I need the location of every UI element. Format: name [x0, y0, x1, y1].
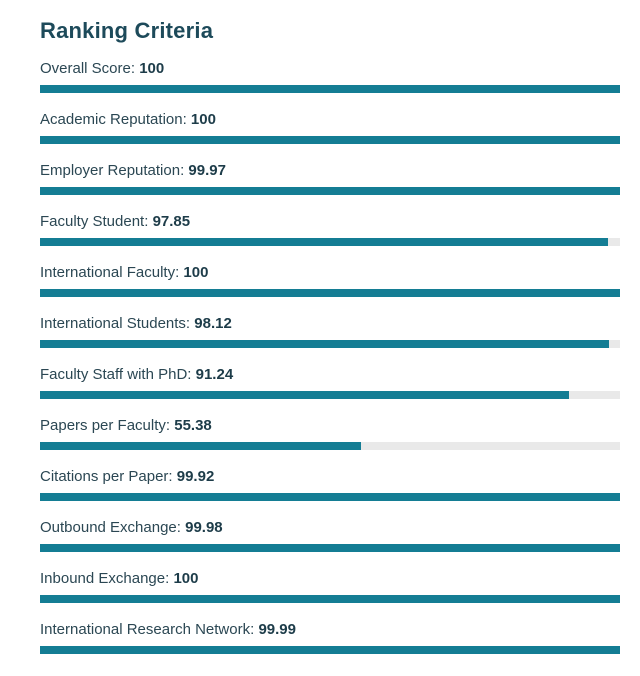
page-title: Ranking Criteria [40, 18, 214, 43]
score-bar-fill [40, 391, 570, 399]
criterion-label: International Research Network: [40, 621, 259, 638]
criterion-value: 99.99 [258, 621, 296, 638]
criterion-row: Faculty Staff with PhD: 91.24 [40, 365, 620, 416]
criterion-label: Overall Score: [40, 60, 140, 77]
criterion-label-line: Inbound Exchange: 100 [40, 569, 620, 589]
criterion-label: Faculty Staff with PhD: [40, 366, 196, 383]
criterion-label-line: Faculty Staff with PhD: 91.24 [40, 365, 620, 385]
criterion-label-line: Employer Reputation: 99.97 [40, 161, 620, 181]
score-bar-track [40, 493, 620, 501]
criterion-label: Academic Reputation: [40, 111, 191, 128]
criterion-row: Employer Reputation: 99.97 [40, 161, 620, 212]
criteria-list: Overall Score: 100 Academic Reputation: … [40, 59, 620, 671]
criterion-value: 99.98 [185, 519, 223, 536]
score-bar-fill [40, 340, 610, 348]
criterion-label-line: Papers per Faculty: 55.38 [40, 416, 620, 436]
score-bar-track [40, 442, 620, 450]
score-bar-fill [40, 595, 620, 603]
criterion-row: Academic Reputation: 100 [40, 110, 620, 161]
criterion-label: Inbound Exchange: [40, 570, 174, 587]
criterion-value: 99.97 [188, 162, 226, 179]
criterion-label: Outbound Exchange: [40, 519, 186, 536]
criterion-row: International Research Network: 99.99 [40, 620, 620, 671]
criterion-label: Faculty Student: [40, 213, 153, 230]
criterion-row: Citations per Paper: 99.92 [40, 467, 620, 518]
score-bar-fill [40, 136, 620, 144]
criterion-value: 97.85 [152, 213, 191, 230]
score-bar-track [40, 391, 620, 399]
score-bar-fill [40, 646, 620, 654]
criterion-row: Faculty Student: 97.85 [40, 212, 620, 263]
score-bar-fill [40, 85, 620, 93]
score-bar-track [40, 595, 620, 603]
score-bar-fill [40, 187, 620, 195]
criterion-label-line: Outbound Exchange: 99.98 [40, 518, 620, 538]
criterion-label-line: International Faculty: 100 [40, 263, 620, 283]
criterion-value: 100 [139, 60, 165, 77]
criterion-value: 100 [183, 264, 209, 281]
criterion-label: Employer Reputation: [40, 162, 189, 179]
criterion-label-line: International Students: 98.12 [40, 314, 620, 334]
criterion-label: International Faculty: [40, 264, 184, 281]
criterion-value: 100 [190, 111, 216, 128]
criterion-row: Inbound Exchange: 100 [40, 569, 620, 620]
score-bar-track [40, 187, 620, 195]
score-bar-track [40, 238, 620, 246]
criterion-label-line: Citations per Paper: 99.92 [40, 467, 620, 487]
score-bar-track [40, 289, 620, 297]
criterion-row: International Faculty: 100 [40, 263, 620, 314]
score-bar-track [40, 136, 620, 144]
score-bar-fill [40, 442, 362, 450]
score-bar-track [40, 544, 620, 552]
criterion-label-line: Faculty Student: 97.85 [40, 212, 620, 232]
criterion-value: 100 [173, 570, 199, 587]
criterion-label: Citations per Paper: [40, 468, 177, 485]
score-bar-fill [40, 544, 620, 552]
criterion-label: Papers per Faculty: [40, 417, 175, 434]
criterion-label-line: International Research Network: 99.99 [40, 620, 620, 640]
criterion-label: International Students: [40, 315, 195, 332]
score-bar-fill [40, 289, 620, 297]
criterion-row: Outbound Exchange: 99.98 [40, 518, 620, 569]
criterion-label-line: Academic Reputation: 100 [40, 110, 620, 130]
criterion-value: 98.12 [194, 315, 232, 332]
score-bar-fill [40, 493, 620, 501]
criterion-label-line: Overall Score: 100 [40, 59, 620, 79]
score-bar-track [40, 340, 620, 348]
score-bar-track [40, 646, 620, 654]
criterion-value: 91.24 [195, 366, 234, 383]
score-bar-track [40, 85, 620, 93]
criterion-value: 55.38 [174, 417, 212, 434]
criterion-value: 99.92 [176, 468, 215, 485]
criterion-row: International Students: 98.12 [40, 314, 620, 365]
score-bar-fill [40, 238, 608, 246]
criterion-row: Papers per Faculty: 55.38 [40, 416, 620, 467]
criterion-row: Overall Score: 100 [40, 59, 620, 110]
